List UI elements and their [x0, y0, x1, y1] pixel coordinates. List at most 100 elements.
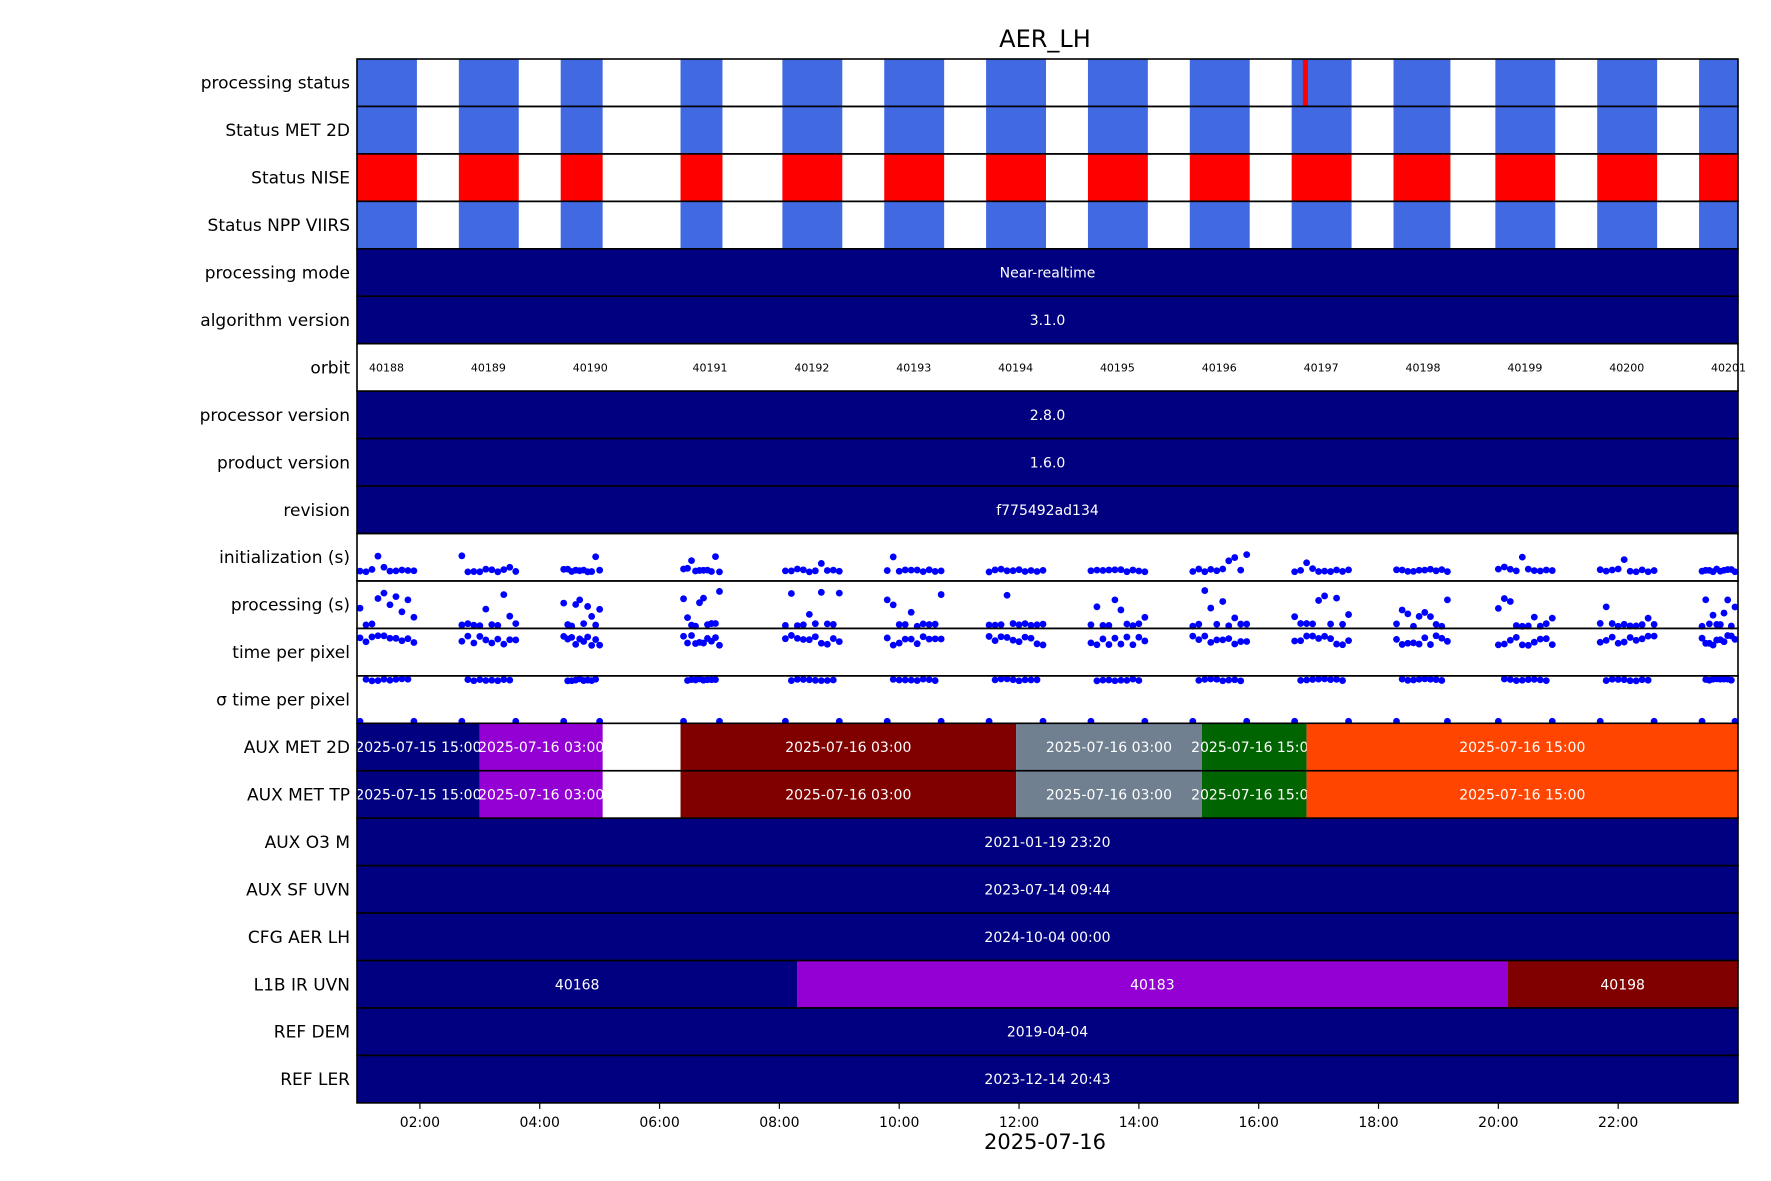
scatter-point	[1438, 634, 1446, 642]
segment-block	[1016, 770, 1202, 819]
scatter-point	[1009, 676, 1017, 684]
scatter-point	[913, 566, 921, 574]
scatter-point	[991, 566, 999, 574]
scatter-point	[1720, 638, 1728, 646]
scatter-point	[500, 591, 508, 599]
scatter-point	[386, 601, 394, 609]
status-block	[1291, 59, 1352, 107]
status-block	[1495, 201, 1556, 249]
scatter-point	[1123, 676, 1131, 684]
scatter-point	[374, 632, 382, 640]
row-frame	[356, 1054, 1739, 1104]
segment-block	[479, 723, 603, 771]
scatter-point	[380, 563, 388, 571]
row-label: CFG AER LH	[248, 928, 350, 948]
row-label: AUX O3 M	[265, 833, 350, 853]
scatter-point	[1444, 596, 1451, 604]
scatter-point	[712, 620, 719, 627]
scatter-point	[1644, 632, 1652, 640]
row-8: 1.6.0	[356, 437, 1739, 487]
scatter-point	[1432, 632, 1440, 640]
scatter-point	[386, 567, 394, 575]
orbit-label: 40189	[471, 361, 506, 374]
segment-block	[1306, 770, 1738, 819]
segment-block	[680, 723, 1017, 771]
scatter-point	[787, 677, 795, 684]
scatter-point	[1303, 559, 1311, 567]
scatter-point	[1039, 620, 1047, 628]
scatter-point	[506, 612, 514, 620]
scatter-point	[1099, 622, 1107, 629]
segment-label: 2025-07-16 03:00	[785, 787, 911, 803]
scatter-point	[1141, 568, 1149, 576]
scatter-point	[1291, 568, 1299, 576]
scatter-point	[1033, 640, 1041, 648]
scatter-point	[1105, 566, 1113, 574]
scatter-point	[1231, 554, 1239, 561]
scatter-point	[823, 567, 831, 574]
scatter-point	[931, 620, 939, 628]
status-block	[458, 153, 519, 202]
scatter-point	[919, 675, 927, 683]
scatter-point	[506, 676, 514, 684]
segment-label: 2025-07-16 03:00	[478, 740, 604, 756]
scatter-point	[1608, 633, 1616, 641]
scatter-point	[1105, 622, 1113, 629]
scatter-point	[476, 633, 484, 640]
scatter-point	[1225, 557, 1233, 565]
scatter-point	[560, 599, 568, 607]
x-tick-label: 02:00	[400, 1115, 440, 1131]
scatter-point	[1500, 595, 1508, 602]
scatter-point	[931, 635, 939, 643]
scatter-point	[380, 632, 388, 640]
scatter-point	[817, 639, 825, 647]
scatter-point	[1237, 677, 1245, 685]
x-tick-label: 12:00	[999, 1115, 1039, 1131]
segment-label: 2025-07-16 15:00	[1459, 787, 1585, 803]
segment-block	[357, 770, 480, 819]
scatter-point	[1129, 622, 1137, 630]
scatter-point	[1297, 676, 1305, 684]
scatter-point	[592, 675, 600, 683]
segment-block	[357, 486, 1738, 534]
scatter-point	[404, 567, 412, 574]
scatter-point	[1444, 568, 1451, 575]
scatter-point	[512, 620, 520, 627]
scatter-point	[835, 638, 843, 645]
scatter-point	[1393, 620, 1400, 628]
scatter-point	[1291, 637, 1299, 645]
scatter-point	[835, 567, 843, 575]
scatter-point	[596, 641, 604, 649]
orbit-label: 40193	[896, 361, 931, 374]
scatter-point	[580, 620, 588, 627]
scatter-point	[464, 568, 472, 576]
segment-block	[357, 818, 1738, 866]
row-6: 40188 40189 40190 40191 40192 40193 40194 40195…	[356, 342, 1746, 392]
scatter-point	[1093, 566, 1101, 574]
scatter-point	[1033, 621, 1041, 629]
row-12	[356, 627, 1739, 677]
scatter-point	[584, 603, 592, 610]
scatter-point	[997, 565, 1005, 573]
scatter-point	[1213, 567, 1221, 575]
scatter-point	[793, 565, 801, 573]
segment-block	[479, 770, 603, 819]
scatter-point	[1512, 633, 1520, 641]
scatter-point	[688, 632, 695, 639]
scatter-point	[1608, 566, 1616, 574]
scatter-point	[1135, 677, 1143, 684]
x-tick-label: 14:00	[1119, 1115, 1159, 1131]
scatter-point	[1021, 568, 1029, 575]
status-block	[1495, 106, 1556, 154]
scatter-point	[1327, 620, 1334, 628]
scatter-point	[1530, 613, 1538, 621]
row-label: Status NPP VIIRS	[208, 216, 350, 236]
row-label: Status NISE	[251, 169, 350, 189]
scatter-point	[793, 675, 801, 683]
scatter-point	[817, 588, 825, 596]
scatter-point	[901, 635, 909, 643]
row-label: revision	[283, 501, 350, 521]
segment-block	[1016, 723, 1202, 771]
scatter-point	[1542, 620, 1550, 628]
